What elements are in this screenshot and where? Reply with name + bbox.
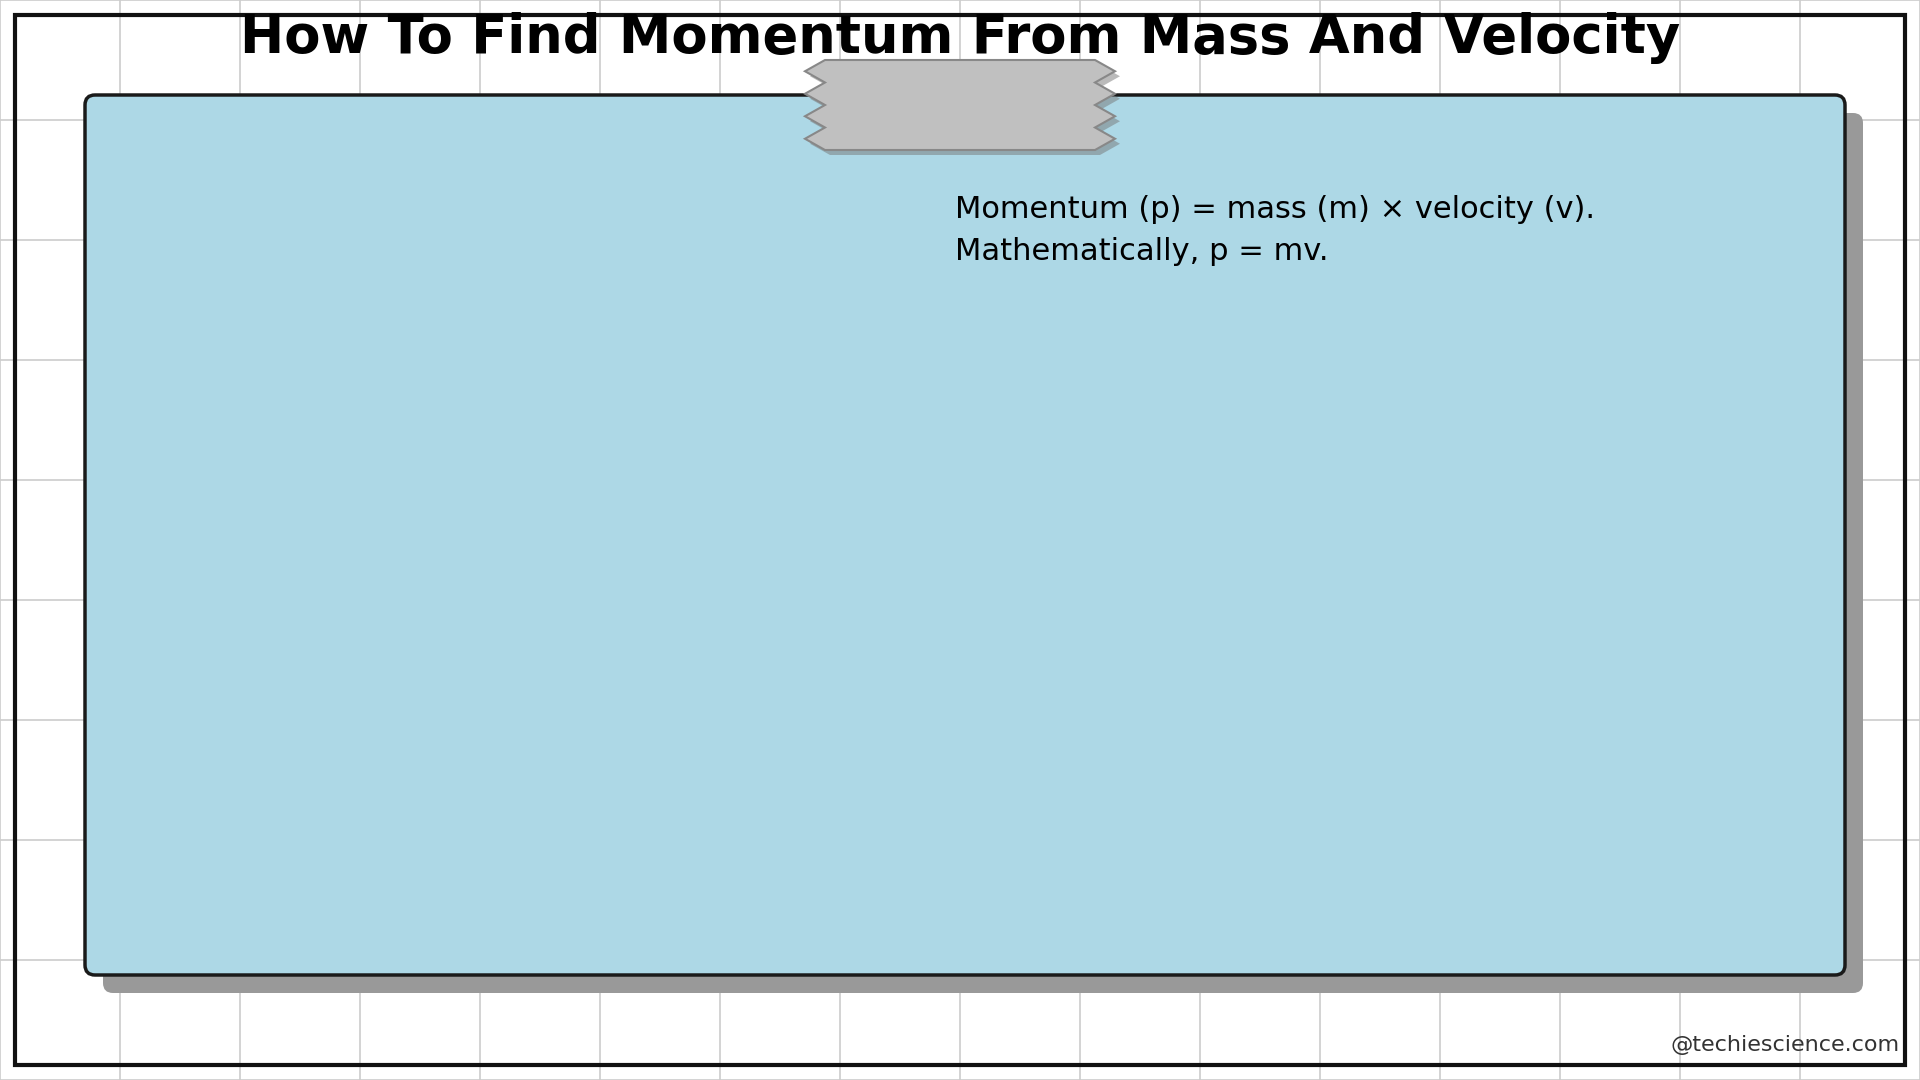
Text: How To Find Momentum From Mass And Velocity: How To Find Momentum From Mass And Veloc… <box>240 12 1680 64</box>
Polygon shape <box>804 60 1116 150</box>
FancyBboxPatch shape <box>104 113 1862 993</box>
Text: Momentum (p) = mass (m) × velocity (v).: Momentum (p) = mass (m) × velocity (v). <box>954 195 1596 224</box>
Text: Mathematically, p = mv.: Mathematically, p = mv. <box>954 237 1329 266</box>
Text: @techiescience.com: @techiescience.com <box>1670 1035 1901 1055</box>
FancyBboxPatch shape <box>84 95 1845 975</box>
Polygon shape <box>810 65 1119 156</box>
